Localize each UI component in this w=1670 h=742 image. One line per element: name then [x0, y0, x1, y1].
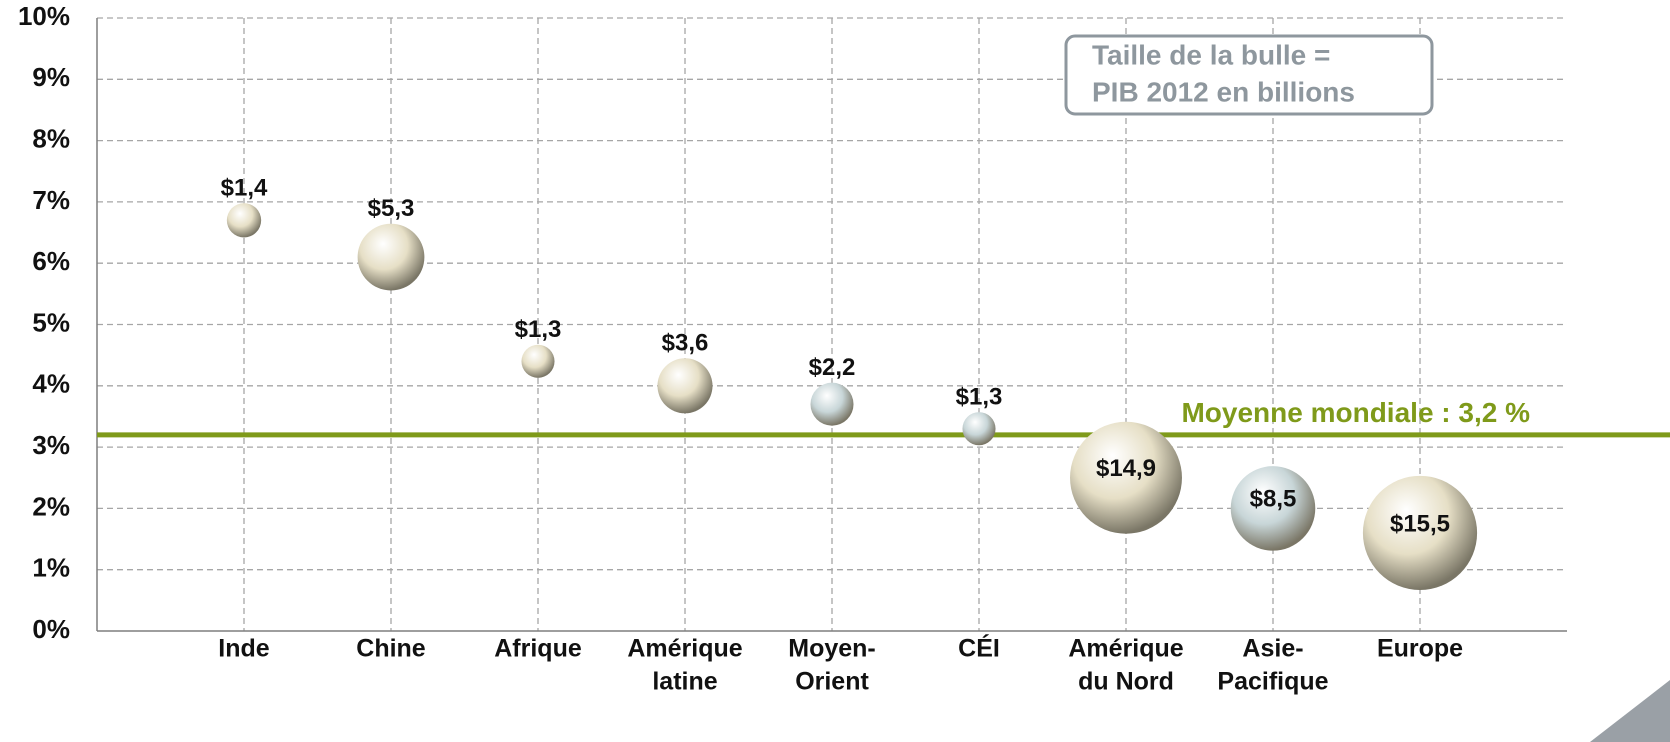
bubble: [1230, 466, 1316, 551]
data-label: $1,3: [515, 316, 562, 343]
y-tick-label: 3%: [32, 430, 70, 460]
reference-label: Moyenne mondiale : 3,2 %: [1181, 397, 1530, 428]
y-tick-label: 7%: [32, 185, 70, 215]
bubble: [357, 223, 425, 291]
bubble: [962, 412, 996, 446]
y-tick-label: 4%: [32, 369, 70, 399]
bubble: [657, 358, 713, 414]
y-tick-label: 5%: [32, 307, 70, 337]
data-label: $14,9: [1096, 455, 1156, 482]
y-tick-label: 1%: [32, 553, 70, 583]
data-label: $1,4: [221, 174, 268, 201]
data-label: $5,3: [368, 195, 415, 222]
x-tick-label: Chine: [356, 635, 426, 663]
x-tick-label: Afrique: [494, 635, 582, 663]
x-tick-label: du Nord: [1078, 668, 1174, 696]
x-tick-label: Pacifique: [1217, 668, 1328, 696]
x-tick-label: Moyen-: [788, 635, 876, 663]
x-tick-label: Inde: [218, 635, 269, 663]
annotation-line: PIB 2012 en billions: [1092, 76, 1355, 107]
y-tick-label: 6%: [32, 246, 70, 276]
plot-layer: 0% 1% 2% 3% 4% 5% 6% 7% 8% 9% 10% Inde Chine Afrique A…: [18, 1, 1670, 696]
corner-decoration: [1590, 680, 1670, 742]
annotation-line: Taille de la bulle =: [1092, 39, 1330, 70]
y-tick-label: 2%: [32, 491, 70, 521]
y-tick-label: 0%: [32, 614, 70, 644]
y-tick-label: 8%: [32, 123, 70, 153]
data-label: $2,2: [809, 354, 856, 381]
bubble: [521, 344, 555, 378]
x-tick-label: Amérique: [627, 635, 742, 663]
bubble: [1362, 475, 1478, 591]
bubble: [1070, 421, 1182, 534]
annotation-box: [1064, 34, 1434, 116]
x-tick-label: Orient: [795, 668, 869, 696]
y-tick-label: 9%: [32, 62, 70, 92]
x-tick-label: Amérique: [1068, 635, 1183, 663]
bubble: [226, 203, 262, 238]
x-tick-label: CÉI: [958, 634, 1000, 663]
y-tick-label: 10%: [18, 1, 70, 31]
data-label: $15,5: [1390, 510, 1450, 537]
x-tick-label: Europe: [1377, 635, 1463, 663]
x-tick-label: Asie-: [1242, 635, 1303, 663]
data-label: $1,3: [956, 384, 1003, 411]
data-label: $3,6: [662, 330, 709, 357]
data-label: $8,5: [1250, 486, 1297, 513]
bubble: [810, 382, 854, 426]
x-tick-label: latine: [652, 668, 717, 696]
